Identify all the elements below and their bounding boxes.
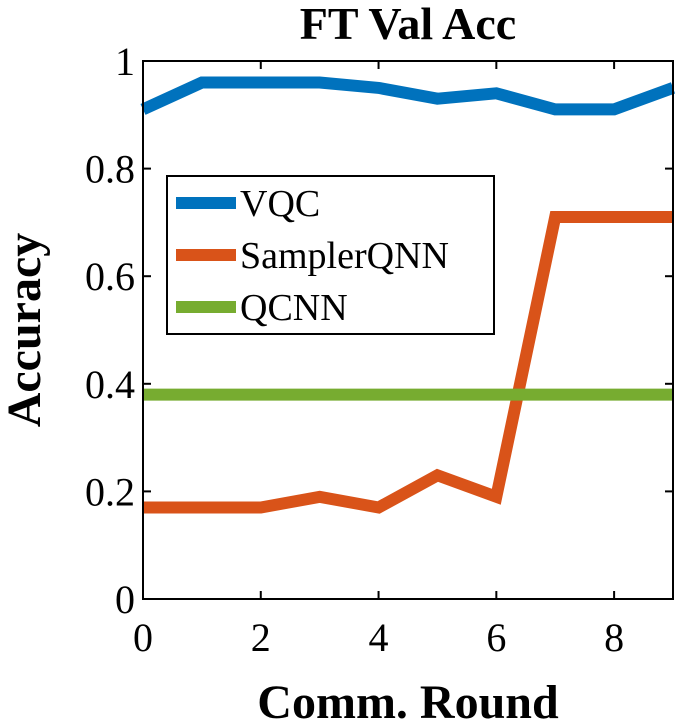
y-tick-label: 1: [115, 39, 135, 84]
legend-label-vqc: VQC: [240, 183, 320, 225]
series-line-vqc: [140, 76, 676, 116]
series-line-samplerqnn: [143, 211, 673, 514]
y-tick-label: 0.4: [85, 362, 135, 407]
legend-label-samplerqnn: SamplerQNN: [240, 235, 449, 277]
x-tick-label: 0: [133, 615, 153, 660]
series-layer: [140, 76, 676, 514]
plot-frame: [142, 60, 674, 600]
y-axis-label: Accuracy: [0, 233, 51, 428]
y-tick-label: 0: [115, 577, 135, 622]
legend-label-qcnn: QCNN: [240, 287, 348, 329]
ticks-layer: 0 2 4 6 8 0 0.2 0.4 0.6 0.8 1: [85, 39, 673, 660]
x-axis-label: Comm. Round: [257, 676, 559, 724]
y-tick-label: 0.8: [85, 147, 135, 192]
x-tick-label: 8: [604, 615, 624, 660]
legend: VQC SamplerQNN QCNN: [166, 175, 495, 335]
x-tick-label: 2: [251, 615, 271, 660]
chart-title: FT Val Acc: [300, 0, 516, 49]
y-tick-label: 0.6: [85, 254, 135, 299]
y-tick-label: 0.2: [85, 469, 135, 514]
x-tick-label: 4: [369, 615, 389, 660]
x-tick-label: 6: [486, 615, 506, 660]
